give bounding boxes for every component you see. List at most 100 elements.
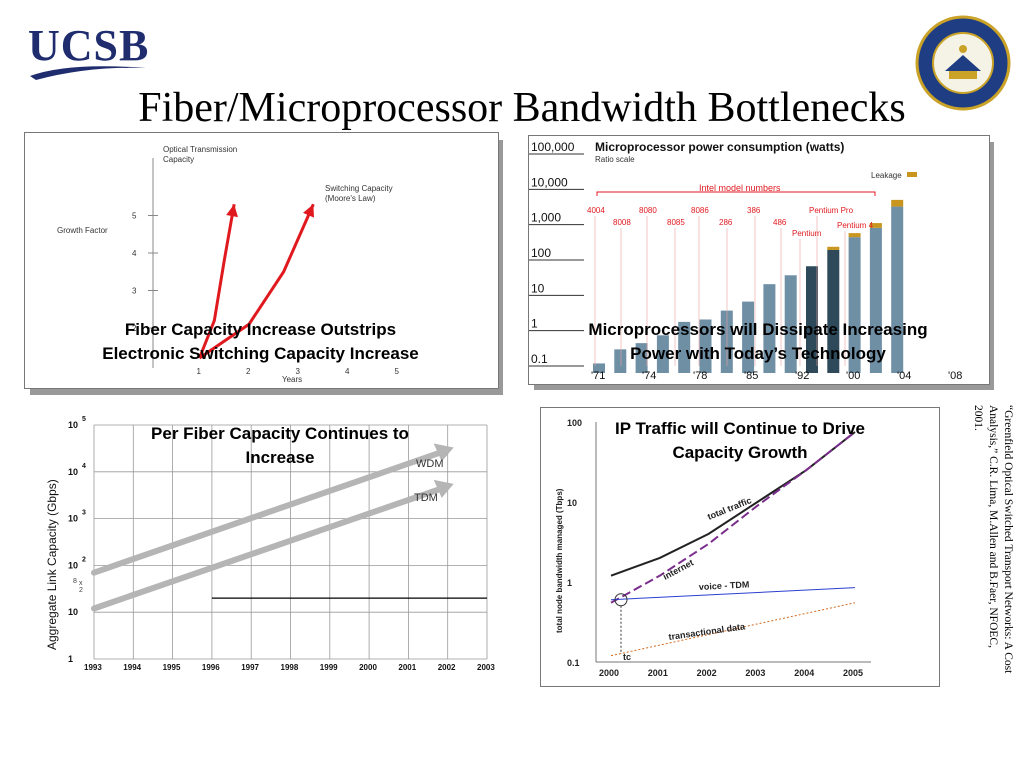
micro-caption-line2: Power with Today’s Technology	[630, 344, 886, 363]
y-tick-label: 10,000	[531, 175, 568, 189]
legend-label: Leakage	[871, 171, 902, 180]
leakage-bar	[827, 246, 840, 250]
x-tick-label: '92	[795, 370, 809, 382]
perfiber-caption-line1: Per Fiber Capacity Continues to	[151, 424, 409, 443]
chart-title: Microprocessor power consumption (watts)	[595, 140, 844, 154]
power-bar	[678, 321, 691, 373]
series-label: (Moore's Law)	[325, 194, 376, 203]
y-tick-label: 1,000	[531, 211, 561, 225]
y-tick-label: 4	[132, 249, 137, 258]
stray-text: 8	[73, 578, 77, 585]
model-label: 286	[719, 218, 733, 227]
ip-traffic-chart: 0.1 1 10 100 2000 2001 2002 2003 2004 2005 total n…	[555, 418, 871, 678]
model-label: 8080	[639, 206, 657, 215]
model-label: 8086	[691, 206, 709, 215]
fiber-caption-line2: Electronic Switching Capacity Increase	[102, 344, 419, 363]
x-tick-label: 1994	[123, 663, 141, 672]
ip-traffic-panel: 0.1 1 10 100 2000 2001 2002 2003 2004 2005 total n…	[540, 407, 940, 687]
y-tick-label: 10	[68, 607, 78, 617]
stray-text: x	[79, 580, 83, 587]
citation: “Greenfield Optical Switched Transport N…	[972, 405, 1014, 674]
y-tick-exponent: 5	[82, 416, 86, 423]
x-tick-label: 1	[197, 367, 202, 376]
power-bar	[827, 249, 840, 373]
power-bar	[848, 237, 861, 373]
series-line-1	[610, 431, 856, 604]
y-tick-label: 10	[68, 420, 78, 430]
power-bar	[763, 284, 776, 373]
y-tick-label: 10	[68, 514, 78, 524]
x-tick-label: 2003	[477, 663, 495, 672]
power-bar	[614, 349, 627, 373]
leakage-bar	[869, 223, 882, 228]
ip-caption: IP Traffic will Continue to Drive Capaci…	[580, 417, 900, 465]
ip-caption-line2: Capacity Growth	[672, 443, 808, 462]
arrow-head	[433, 443, 454, 462]
y-tick-label: 3	[132, 287, 137, 296]
x-tick-label: '04	[897, 370, 911, 382]
model-label: Pentium Pro	[809, 206, 854, 215]
series-label: voice - TDM	[699, 579, 750, 592]
y-tick-exponent: 2	[82, 556, 86, 563]
series-label: WDM	[416, 458, 444, 470]
series-label: Optical Transmission	[163, 145, 237, 154]
model-label: Pentium 4	[837, 221, 874, 230]
chart-subtitle: Ratio scale	[595, 155, 635, 164]
page-title: Fiber/Microprocessor Bandwidth Bottlenec…	[138, 85, 906, 131]
x-tick-label: 2002	[697, 668, 717, 678]
microprocessor-power-panel: Microprocessor power consumption (watts)…	[528, 135, 990, 385]
series-line-3	[610, 602, 856, 657]
ucsb-logo: UCSB	[28, 21, 150, 70]
y-tick-label: 10	[567, 498, 577, 508]
series-label: transactional data	[668, 621, 747, 642]
power-bar	[635, 343, 648, 373]
y-tick-label: 100	[567, 418, 582, 428]
series-line-2	[610, 587, 856, 601]
ip-caption-line1: IP Traffic will Continue to Drive	[614, 419, 865, 438]
power-bar	[656, 335, 669, 373]
y-axis-label: total node bandwidth managed (Tbps)	[555, 488, 564, 633]
leakage-bar	[848, 233, 861, 238]
x-tick-label: 1999	[320, 663, 338, 672]
power-bar	[699, 319, 712, 373]
x-tick-label: 2004	[794, 668, 814, 678]
y-tick-label: 0.1	[567, 658, 580, 668]
arrow-head	[433, 479, 454, 498]
logo-swoosh	[30, 66, 146, 80]
model-label: 4004	[587, 206, 605, 215]
stray-text: 2	[79, 587, 83, 594]
series-label: Capacity	[163, 155, 194, 164]
x-tick-label: 5	[395, 367, 400, 376]
model-label: 8085	[667, 218, 685, 227]
legend-swatch	[907, 172, 917, 177]
y-tick-label: 5	[132, 212, 137, 221]
x-tick-label: 2001	[398, 663, 416, 672]
series-arrow-1	[91, 486, 441, 612]
bracket-label: Intel model numbers	[699, 183, 781, 193]
x-tick-label: 1996	[202, 663, 220, 672]
power-bar	[806, 266, 818, 373]
series-arrow-0	[91, 450, 441, 576]
x-tick-label: 2003	[745, 668, 765, 678]
x-tick-label: '00	[846, 370, 860, 382]
x-tick-label: '78	[693, 370, 707, 382]
y-tick-exponent: 3	[82, 510, 86, 517]
series-label: Switching Capacity	[325, 184, 393, 193]
y-axis-label: Aggregate Link Capacity (Gbps)	[45, 479, 59, 650]
power-bar	[891, 206, 904, 373]
perfiber-caption: Per Fiber Capacity Continues to Increase	[110, 422, 450, 470]
x-tick-label: 2002	[438, 663, 456, 672]
x-tick-label: 1997	[241, 663, 259, 672]
x-tick-label: '71	[591, 370, 605, 382]
series-label: TDM	[414, 492, 438, 504]
fiber-caption: Fiber Capacity Increase Outstrips Electr…	[24, 318, 497, 366]
y-tick-exponent: 4	[82, 463, 86, 470]
y-tick-label: 1	[531, 317, 538, 331]
y-tick-label: 100	[531, 246, 551, 260]
x-tick-label: 2001	[648, 668, 668, 678]
y-tick-label: 100,000	[531, 140, 575, 154]
leakage-bar	[891, 199, 904, 207]
model-label: 386	[747, 206, 761, 215]
x-axis-label: Years	[282, 375, 302, 384]
x-tick-label: 4	[345, 367, 350, 376]
